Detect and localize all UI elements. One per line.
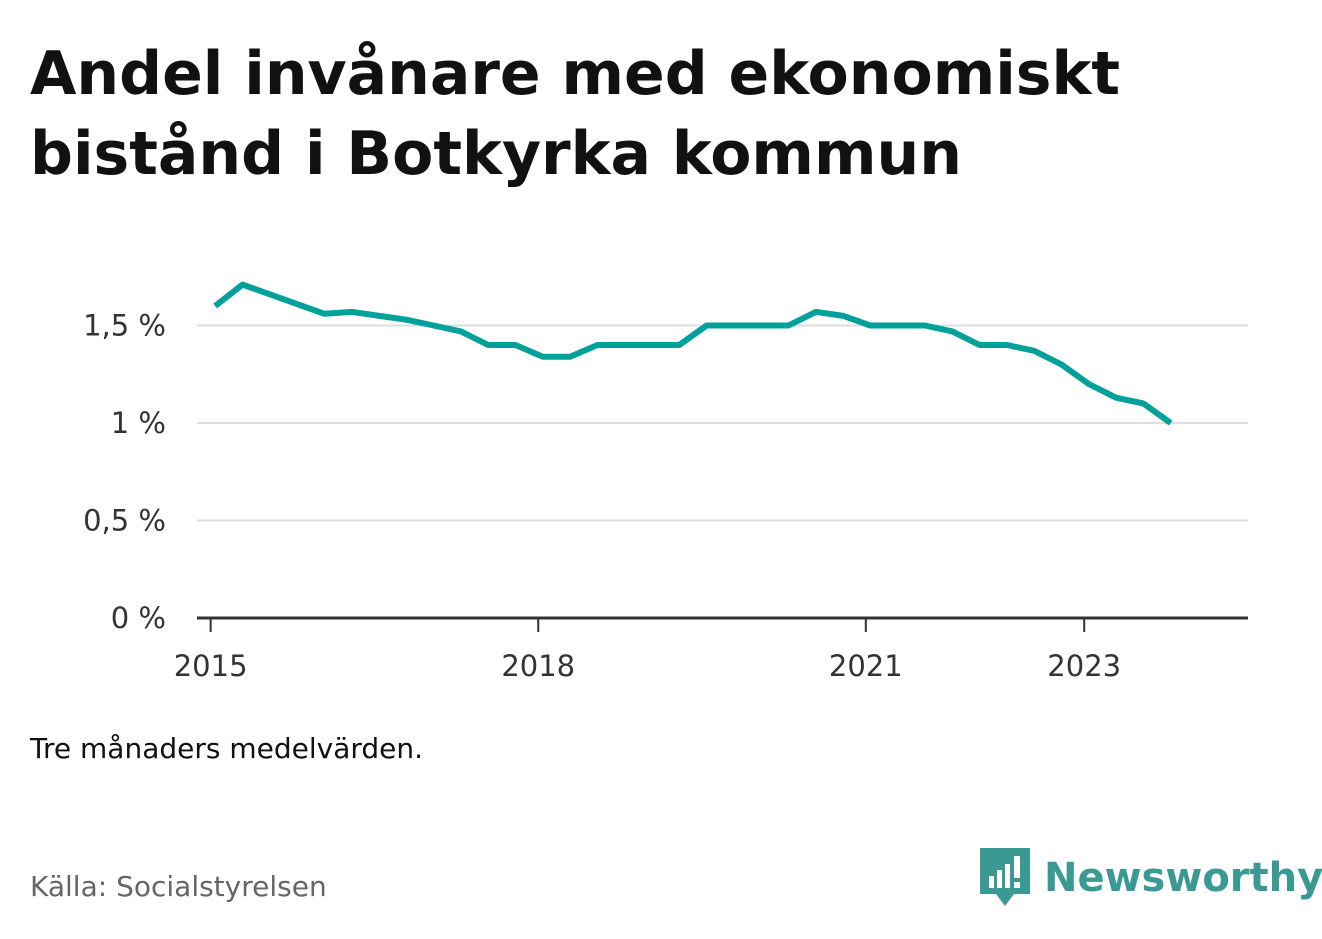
source-text: Källa: Socialstyrelsen	[30, 870, 327, 903]
series-group	[213, 281, 1173, 426]
y-tick-label: 0 %	[111, 601, 166, 635]
x-tick-label: 2015	[174, 649, 248, 683]
newsworthy-logo-icon	[980, 848, 1030, 906]
brand-name: Newsworthy	[1044, 855, 1322, 901]
brand-logo: Newsworthy	[980, 848, 1322, 908]
series-line	[213, 281, 1173, 426]
x-tick-label: 2018	[501, 649, 575, 683]
y-axis: 0 % 0,5 % 1 % 1,5 %	[83, 309, 166, 636]
gridlines	[197, 324, 1248, 522]
chart-title: Andel invånare med ekonomiskt bistånd i …	[30, 39, 1121, 189]
y-tick-label: 0,5 %	[83, 504, 166, 538]
x-tick-label: 2023	[1047, 649, 1121, 683]
chart-note: Tre månaders medelvärden.	[30, 732, 424, 765]
x-tick-label: 2021	[829, 649, 903, 683]
y-tick-label: 1 %	[111, 406, 166, 440]
x-axis: 2015 2018 2021 2023	[174, 616, 1248, 683]
y-tick-label: 1,5 %	[83, 309, 166, 343]
line-chart: 0 % 0,5 % 1 % 1,5 % 2015 2018 2021 2023	[83, 281, 1248, 683]
